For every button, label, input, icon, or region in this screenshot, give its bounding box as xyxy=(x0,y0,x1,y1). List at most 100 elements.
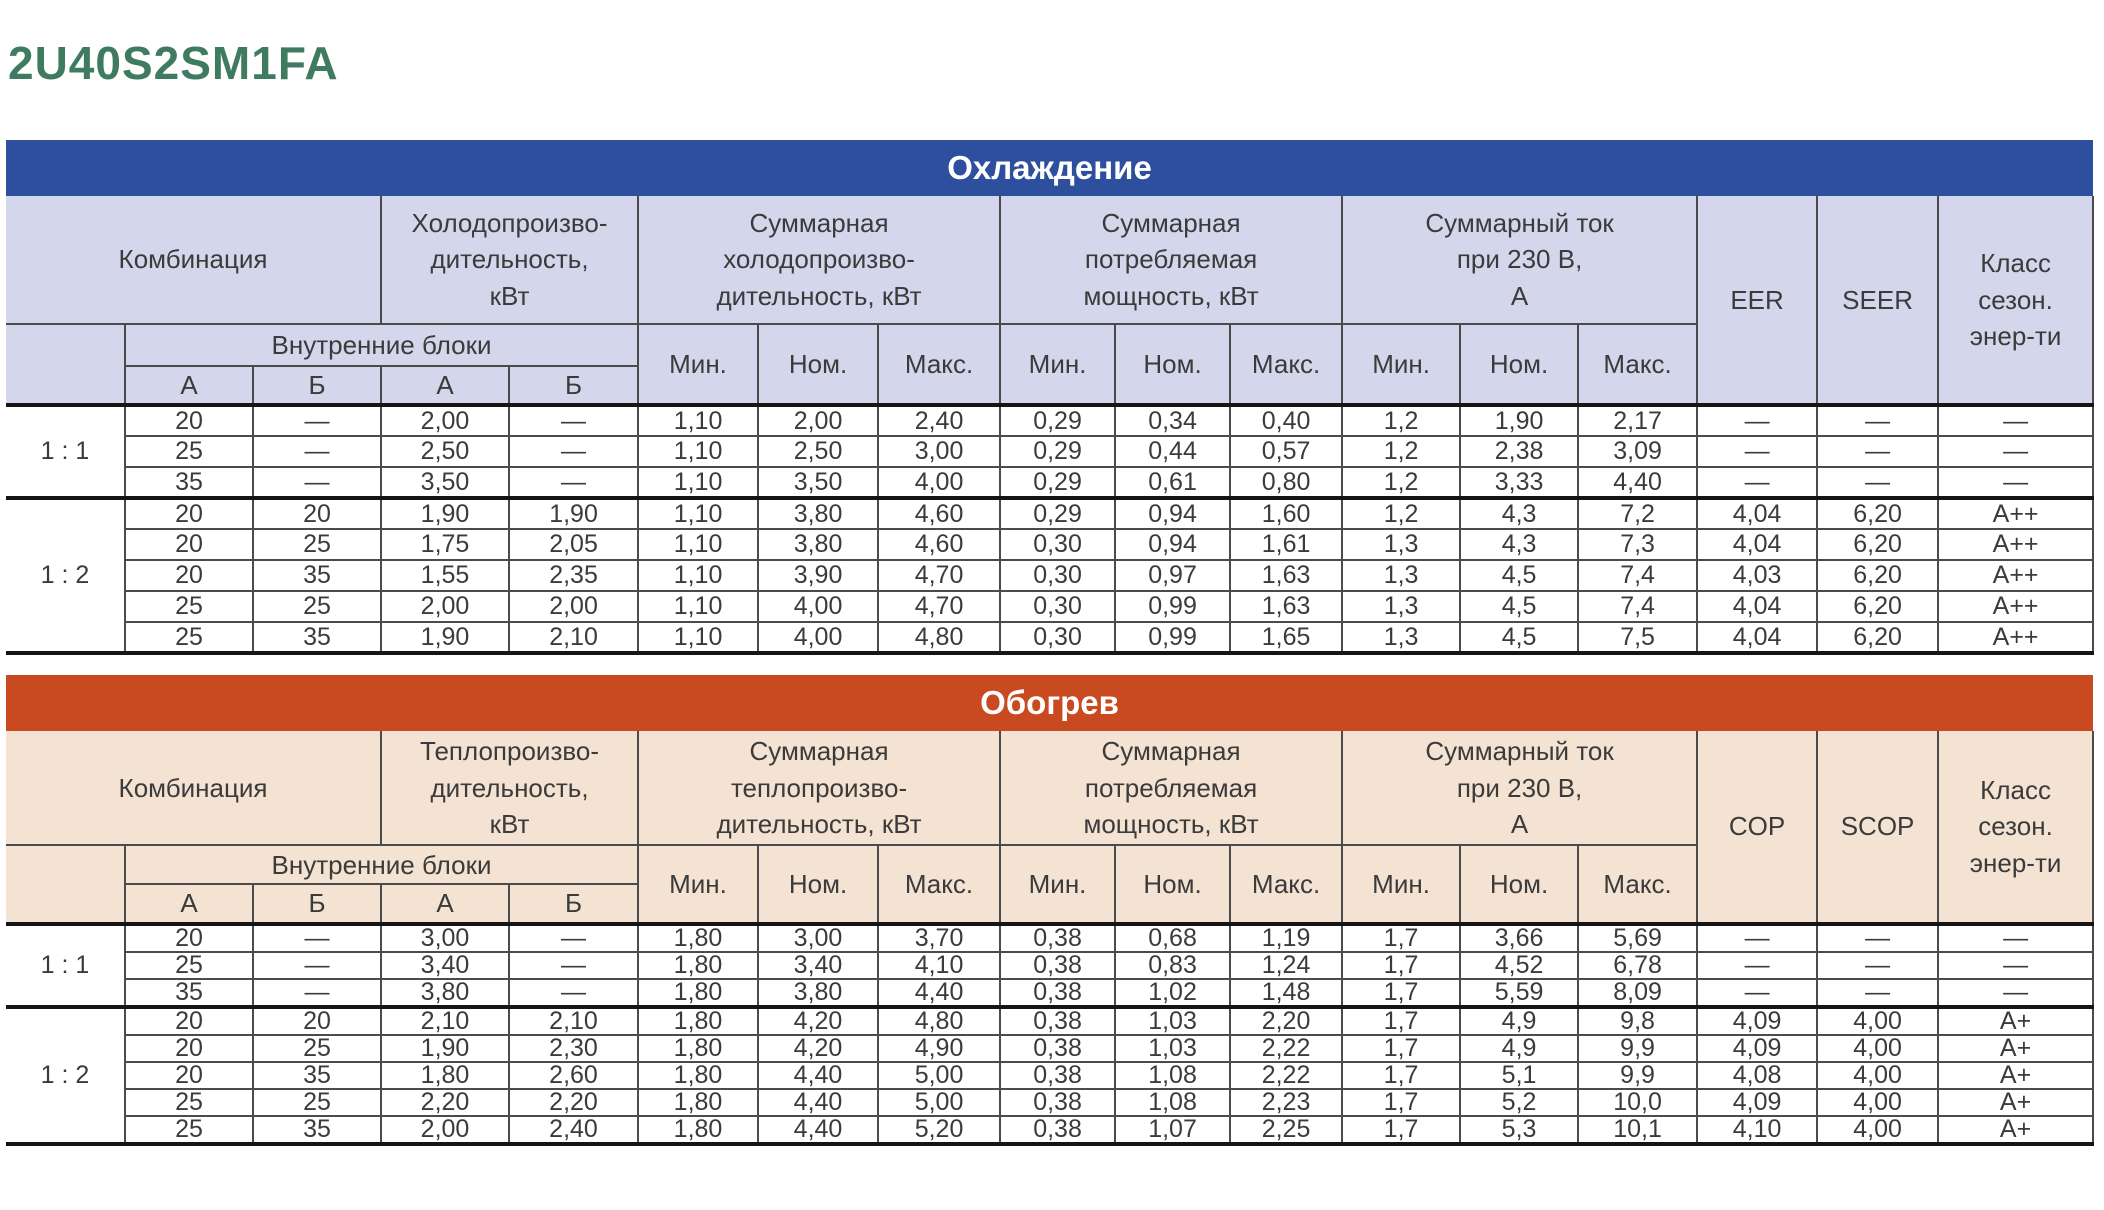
data-cell: 3,80 xyxy=(757,977,880,1008)
header-row: Комбинация Теплопроизво- дительность, кВ… xyxy=(6,731,2095,925)
data-cell: 1,80 xyxy=(637,977,760,1008)
data-cell: 4,00 xyxy=(757,590,880,624)
data-cell: 4,40 xyxy=(757,1114,880,1145)
data-cell: 4,80 xyxy=(877,621,1002,655)
data-cell: 4,04 xyxy=(1696,497,1819,531)
data-cell: 4,00 xyxy=(877,466,1002,500)
data-cell: 4,40 xyxy=(757,1087,880,1117)
table-row: 35—3,80—1,80 3,80 4,40 0,38 1,02 1,48 1,7 5,59 8… xyxy=(6,977,2095,1008)
heating-table-header: Комбинация Теплопроизво- дительность, кВ… xyxy=(6,731,2095,925)
data-cell: 1,10 xyxy=(637,404,760,438)
data-cell: 4,90 xyxy=(877,1033,1002,1063)
data-cell: 1,90 xyxy=(380,621,511,655)
data-cell: A++ xyxy=(1937,590,2095,624)
data-cell: A++ xyxy=(1937,497,2095,531)
data-cell: — xyxy=(251,922,383,953)
header-cop: COP xyxy=(1696,731,1819,925)
table-row: 20 35 1,80 2,60 1,80 4,40 5,00 0,38 1,08 2,22 1,7 5… xyxy=(6,1060,2095,1090)
data-cell: — xyxy=(508,950,640,980)
data-cell: — xyxy=(251,466,383,500)
data-cell: 1,63 xyxy=(1229,559,1344,593)
heating-group-1-1: 1 : 1 20—3,00—1,80 3,00 3,70 0,38 0,68 1,19 1,7… xyxy=(6,922,2095,1008)
data-cell: — xyxy=(508,466,640,500)
data-cell: 4,04 xyxy=(1696,528,1819,562)
data-cell: 20 xyxy=(124,528,254,562)
header-capacity: Холодопроизво- дительность, кВт xyxy=(380,196,640,325)
data-cell: 7,2 xyxy=(1577,497,1699,531)
data-cell: 0,34 xyxy=(1114,404,1232,438)
data-cell: 4,70 xyxy=(877,559,1002,593)
data-cell: 25 xyxy=(124,950,254,980)
data-cell: 0,38 xyxy=(999,1060,1117,1090)
data-cell: 0,38 xyxy=(999,950,1117,980)
data-cell: A++ xyxy=(1937,559,2095,593)
data-cell: 2,05 xyxy=(508,528,640,562)
data-cell: 35 xyxy=(251,559,383,593)
data-cell: 10,1 xyxy=(1577,1114,1699,1145)
data-cell: 2,50 xyxy=(757,435,880,469)
data-cell: 1,07 xyxy=(1114,1114,1232,1145)
data-cell: 1,3 xyxy=(1341,528,1462,562)
header-min: Мин. xyxy=(1341,845,1462,925)
data-cell: 4,9 xyxy=(1459,1005,1580,1036)
data-cell: A+ xyxy=(1937,1005,2095,1036)
header-unit-b: Б xyxy=(251,366,383,407)
data-cell: 9,8 xyxy=(1577,1005,1699,1036)
data-cell: 5,00 xyxy=(877,1087,1002,1117)
data-cell: 0,29 xyxy=(999,404,1117,438)
data-cell: 7,4 xyxy=(1577,559,1699,593)
data-cell: 4,04 xyxy=(1696,621,1819,655)
data-cell: 3,40 xyxy=(757,950,880,980)
data-cell: 4,08 xyxy=(1696,1060,1819,1090)
data-cell: 20 xyxy=(124,922,254,953)
data-cell: 35 xyxy=(251,1060,383,1090)
data-cell: — xyxy=(1696,404,1819,438)
data-cell: 5,69 xyxy=(1577,922,1699,953)
data-cell: 1,90 xyxy=(508,497,640,531)
data-cell: 3,40 xyxy=(380,950,511,980)
table-row: 1 : 2 20 20 1,90 1,90 1,10 3,80 4,60 0,29 0,94 1,6… xyxy=(6,497,2095,655)
data-cell: 4,70 xyxy=(877,590,1002,624)
header-min: Мин. xyxy=(1341,324,1462,407)
heating-table: Комбинация Теплопроизво- дительность, кВ… xyxy=(6,731,2095,1146)
data-cell: A+ xyxy=(1937,1087,2095,1117)
header-total-capacity: Суммарная холодопроизво- дительность, кВ… xyxy=(637,196,1002,325)
data-cell: 4,10 xyxy=(1696,1114,1819,1145)
data-cell: 1,2 xyxy=(1341,497,1462,531)
data-cell: 4,80 xyxy=(877,1005,1002,1036)
header-unit-a: А xyxy=(124,884,254,925)
header-unit-b: Б xyxy=(508,884,640,925)
header-min: Мин. xyxy=(999,845,1117,925)
data-cell: 4,3 xyxy=(1459,497,1580,531)
data-cell: 1,80 xyxy=(637,1033,760,1063)
data-cell: 3,00 xyxy=(757,922,880,953)
table-row: 20 35 1,55 2,35 1,10 3,90 4,70 0,30 0,97 1,63 1,3 4… xyxy=(6,559,2095,593)
data-cell: 4,20 xyxy=(757,1005,880,1036)
header-eer: EER xyxy=(1696,196,1819,407)
data-cell: 4,20 xyxy=(757,1033,880,1063)
data-cell: 1,10 xyxy=(637,559,760,593)
data-cell: 0,94 xyxy=(1114,497,1232,531)
data-cell: 0,61 xyxy=(1114,466,1232,500)
data-cell: 0,30 xyxy=(999,559,1117,593)
data-cell: 1,90 xyxy=(380,497,511,531)
data-cell: 0,99 xyxy=(1114,621,1232,655)
data-cell: 2,00 xyxy=(508,590,640,624)
data-cell: 1,63 xyxy=(1229,590,1344,624)
data-cell: — xyxy=(508,977,640,1008)
data-cell: 1,7 xyxy=(1341,1005,1462,1036)
cooling-band-title: Охлаждение xyxy=(6,140,2093,196)
data-cell: — xyxy=(1696,977,1819,1008)
data-cell: 4,40 xyxy=(1577,466,1699,500)
header-max: Макс. xyxy=(1577,845,1699,925)
data-cell: 25 xyxy=(251,590,383,624)
data-cell: 5,20 xyxy=(877,1114,1002,1145)
data-cell: 1,80 xyxy=(637,950,760,980)
data-cell: 7,5 xyxy=(1577,621,1699,655)
header-combination: Комбинация xyxy=(6,731,383,847)
data-cell: — xyxy=(508,404,640,438)
data-cell: — xyxy=(1696,922,1819,953)
header-capacity: Теплопроизво- дительность, кВт xyxy=(380,731,640,847)
header-min: Мин. xyxy=(637,324,760,407)
header-total-capacity: Суммарная теплопроизво- дительность, кВт xyxy=(637,731,1002,847)
